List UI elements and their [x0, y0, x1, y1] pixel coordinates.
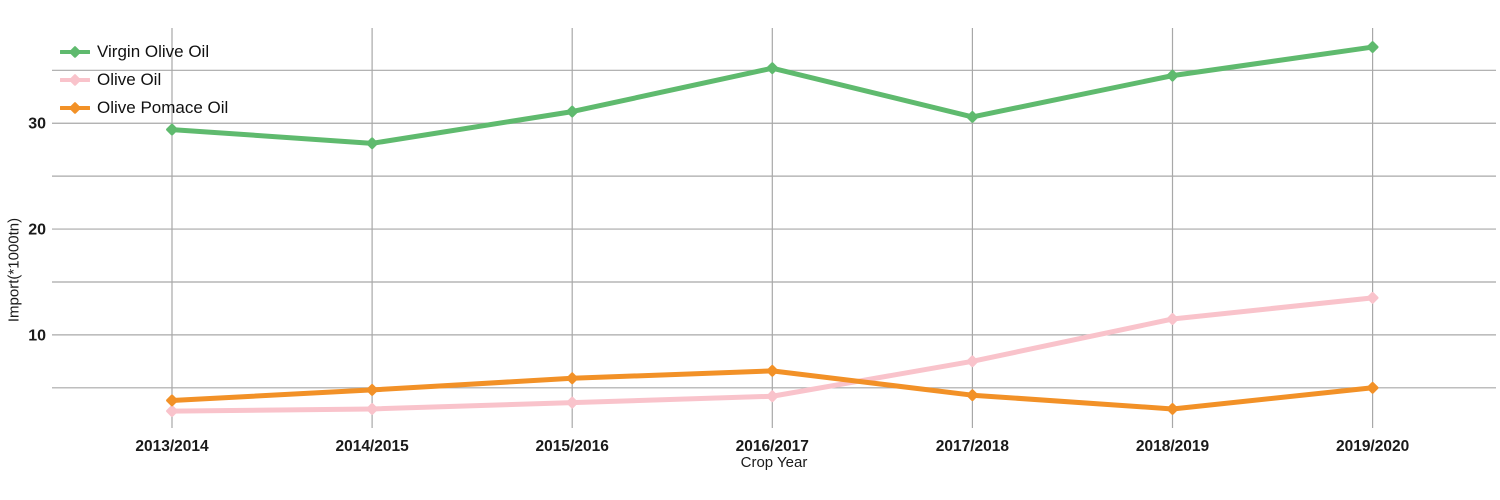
data-point-olive-pomace-oil: [166, 394, 178, 407]
x-tick-label: 2016/2017: [736, 438, 809, 455]
legend: Virgin Olive Oil Olive Oil Olive Pomace Oi…: [60, 38, 228, 122]
data-point-virgin-olive-oil: [566, 105, 579, 118]
legend-point: [69, 46, 81, 58]
x-tick-label: 2019/2020: [1336, 438, 1409, 455]
x-tick-label: 2014/2015: [335, 438, 409, 455]
legend-label: Olive Oil: [97, 70, 162, 89]
x-tick-label: 2018/2019: [1136, 438, 1210, 455]
legend-marker-icon: [60, 102, 90, 114]
data-point-olive-pomace-oil: [1166, 403, 1179, 415]
legend-item-olive-oil[interactable]: Olive Oil: [60, 66, 228, 94]
legend-item-virgin-olive-oil[interactable]: Virgin Olive Oil: [60, 38, 228, 66]
data-point-virgin-olive-oil: [966, 111, 979, 123]
data-point-olive-pomace-oil: [1366, 381, 1379, 394]
y-tick-label: 30: [28, 116, 46, 133]
data-point-olive-oil: [1366, 291, 1379, 304]
y-axis-title: Import(*1000tn): [5, 217, 23, 323]
legend-label: Olive Pomace Oil: [97, 98, 229, 117]
data-point-virgin-olive-oil: [766, 62, 779, 75]
legend-label: Virgin Olive Oil: [97, 42, 210, 61]
data-point-olive-oil: [966, 355, 979, 368]
y-tick-label: 20: [28, 222, 46, 239]
legend-marker-icon: [60, 46, 90, 58]
legend-item-olive-pomace-oil[interactable]: Olive Pomace Oil: [60, 94, 228, 122]
legend-point: [69, 74, 81, 86]
data-point-olive-oil: [366, 403, 378, 415]
x-tick-label: 2015/2016: [536, 438, 610, 455]
data-point-olive-oil: [166, 405, 178, 417]
legend-point: [69, 102, 81, 114]
data-point-virgin-olive-oil: [1166, 69, 1179, 82]
data-point-virgin-olive-oil: [1366, 41, 1379, 53]
data-point-virgin-olive-oil: [166, 123, 178, 136]
data-point-virgin-olive-oil: [366, 137, 378, 150]
data-point-olive-oil: [766, 390, 779, 403]
x-tick-label: 2013/2014: [135, 438, 209, 455]
data-point-olive-oil: [566, 396, 579, 409]
data-point-olive-pomace-oil: [366, 384, 378, 396]
x-axis-title: Crop Year: [740, 454, 808, 471]
data-point-olive-pomace-oil: [966, 389, 979, 402]
y-tick-label: 10: [28, 327, 46, 344]
legend-marker-icon: [60, 74, 90, 86]
x-tick-label: 2017/2018: [936, 438, 1010, 455]
data-point-olive-pomace-oil: [766, 364, 779, 377]
data-point-olive-pomace-oil: [566, 372, 579, 385]
data-point-olive-oil: [1166, 313, 1179, 325]
